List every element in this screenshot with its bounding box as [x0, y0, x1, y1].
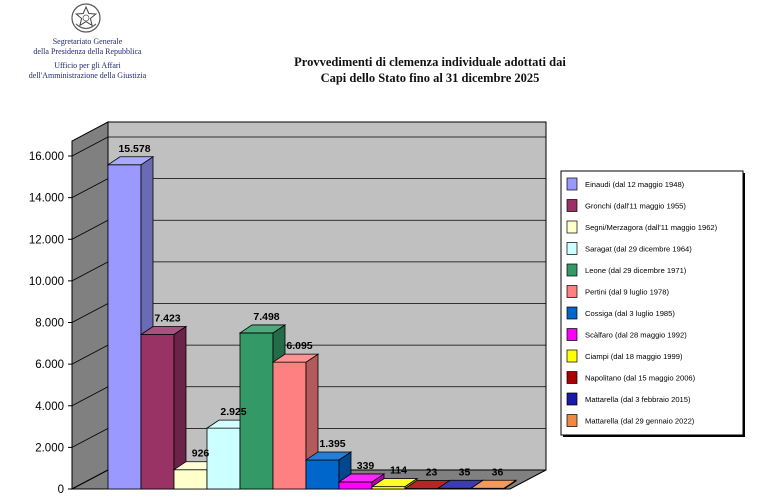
legend-entry: Mattarella (dal 29 gennaio 2022) — [585, 417, 695, 426]
org-line-2: della Presidenza della Repubblica — [33, 47, 142, 56]
legend-swatch — [566, 220, 578, 234]
y-axis: 0 2.000 4.000 6.000 8.000 10.000 12.000 14.000 1… — [29, 141, 73, 496]
bar-top — [304, 451, 353, 461]
data-label: 36 — [492, 466, 504, 478]
chart-title-line-2: Capi dello Stato fino al 31 dicembre 202… — [320, 71, 540, 85]
bar-top — [106, 156, 155, 166]
legend-swatch — [566, 177, 578, 191]
org-line-4: dell'Amministrazione della Giustizia — [28, 71, 147, 80]
y-tick-label: 14.000 — [29, 193, 64, 205]
gridline-side — [71, 428, 109, 448]
legend-box — [560, 170, 744, 436]
italian-republic-emblem-icon — [71, 3, 101, 33]
legend-swatch — [566, 392, 578, 406]
bar-front — [206, 427, 241, 490]
legend-entry: Napolitano (dal 15 maggio 2006) — [585, 374, 696, 383]
bar-front — [338, 481, 373, 490]
chart-title-line-1: Provvedimenti di clemenza individuale ad… — [294, 55, 566, 69]
bar-top — [469, 479, 518, 489]
bar — [304, 451, 353, 490]
legend-entry: Leone (dal 29 dicembre 1971) — [585, 266, 687, 275]
bar-front — [140, 334, 175, 490]
bar-top — [370, 478, 419, 488]
data-label: 6.095 — [286, 340, 312, 352]
data-labels-group: 15.578 7.423 926 2.925 7.498 6.095 1.395 339 114… — [118, 143, 503, 479]
legend-entry: Cossiga (dal 3 luglio 1985) — [585, 309, 675, 318]
legend-swatch — [566, 328, 578, 341]
gridline-side — [71, 178, 109, 198]
legend-swatch — [566, 414, 578, 427]
gridline-side — [71, 261, 109, 282]
legend-swatch — [566, 263, 578, 277]
y-tick-label: 4.000 — [35, 401, 64, 413]
legend-swatch — [566, 349, 578, 363]
bar-front — [272, 361, 307, 490]
y-tick-label: 8.000 — [35, 318, 64, 330]
data-label: 1.395 — [319, 438, 345, 450]
data-label: 35 — [459, 466, 471, 478]
y-tick-label: 10.000 — [29, 276, 64, 288]
gridline-side — [71, 219, 109, 240]
legend-entry: Einaudi (dal 12 maggio 1948) — [585, 180, 685, 189]
document-header: Segretariato Generale della Presidenza d… — [0, 0, 764, 110]
data-label: 339 — [357, 460, 375, 472]
data-label: 114 — [390, 465, 407, 477]
legend-entry: Mattarella (dal 3 febbraio 2015) — [585, 395, 691, 404]
bar — [139, 325, 188, 490]
org-line-3: Ufficio per gli Affari — [54, 61, 121, 70]
legend: Einaudi (dal 12 maggio 1948) Gronchi (dal… — [560, 170, 745, 437]
bar-front — [305, 459, 340, 490]
y-tick-label: 16.000 — [29, 151, 64, 163]
bar — [106, 156, 155, 490]
data-label: 7.498 — [253, 311, 279, 323]
bar-top — [271, 353, 320, 363]
y-tick-label: 6.000 — [35, 359, 64, 371]
legend-entry: Pertini (dal 9 luglio 1978) — [585, 288, 669, 297]
bars-group — [106, 156, 518, 490]
data-label: 926 — [192, 448, 210, 460]
data-label: 15.578 — [118, 143, 150, 155]
gridline-side — [71, 386, 109, 407]
legend-swatch — [566, 199, 578, 212]
legend-entry: Segni/Merzagora (dall'11 maggio 1962) — [585, 223, 718, 232]
legend-entry: Ciampi (dal 18 maggio 1999) — [585, 352, 683, 361]
gridline-side — [71, 344, 109, 365]
data-label: 7.423 — [154, 313, 180, 325]
gridline-side — [71, 136, 109, 157]
legend-entry: Gronchi (dall'11 maggio 1955) — [585, 202, 686, 211]
legend-swatch — [566, 371, 578, 384]
org-line-1: Segretariato Generale — [52, 37, 123, 46]
bar — [469, 479, 518, 490]
data-label: 2.925 — [220, 406, 246, 418]
data-label: 23 — [426, 467, 438, 479]
legend-swatch — [566, 242, 578, 255]
legend-entry: Scàlfaro (dal 28 maggio 1992) — [585, 331, 687, 340]
bar-top — [238, 324, 287, 334]
legend-entry: Saragat (dal 29 dicembre 1964) — [585, 245, 692, 254]
side-wall — [71, 121, 109, 490]
y-tick-label: 2.000 — [35, 442, 64, 454]
bar-front — [107, 164, 142, 490]
y-tick-label: 0 — [58, 484, 64, 496]
bar-front — [173, 469, 208, 490]
chart-walls — [71, 121, 547, 490]
y-tick-label: 12.000 — [29, 234, 64, 246]
gridline-side — [71, 303, 109, 323]
bar-top — [337, 473, 386, 483]
legend-swatch — [566, 285, 578, 298]
legend-swatch — [566, 306, 578, 320]
bar-top — [139, 326, 188, 335]
